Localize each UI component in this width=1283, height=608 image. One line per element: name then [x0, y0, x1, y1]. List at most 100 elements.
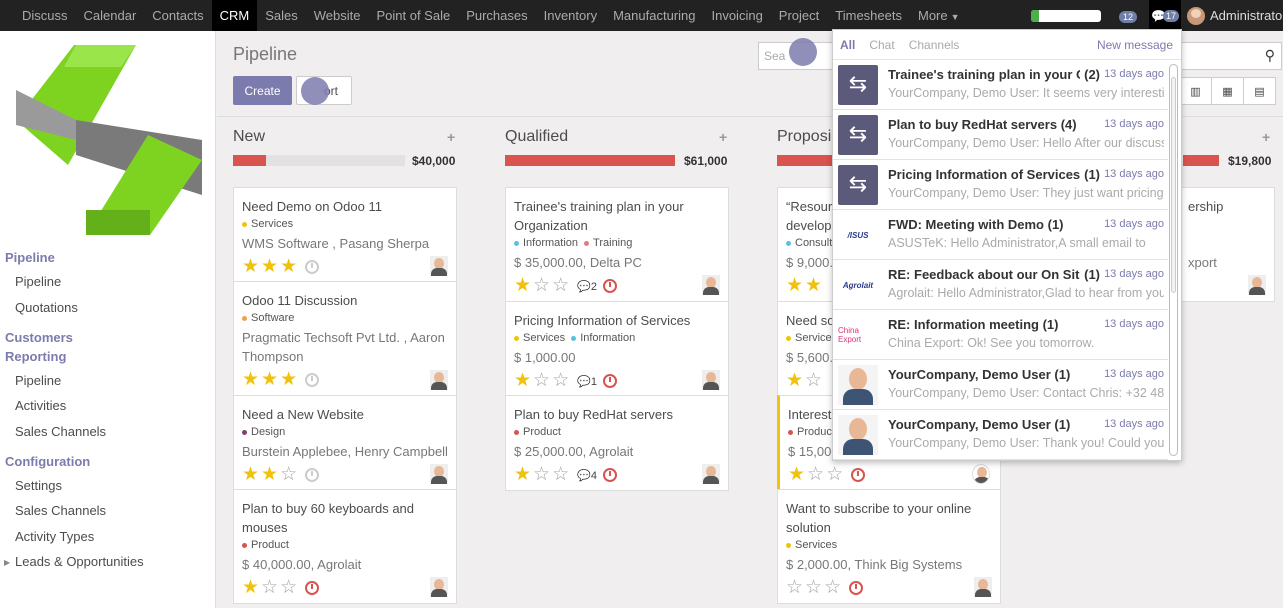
nav-project[interactable]: Project — [778, 8, 820, 23]
star-icon[interactable]: ☆ — [826, 464, 844, 485]
calendar-view-button[interactable]: ▦ — [1211, 77, 1244, 105]
create-button[interactable]: Create — [233, 76, 292, 105]
message-preview[interactable]: China Export RE: Information meeting (1)… — [833, 310, 1168, 360]
star-icon[interactable]: ★ — [242, 464, 260, 485]
sidebar-item-config-sales-channels[interactable]: Sales Channels — [15, 503, 107, 518]
star-icon[interactable]: ☆ — [533, 275, 551, 296]
search-icon[interactable]: ⚲ — [1264, 47, 1275, 63]
nav-point-of-sale[interactable]: Point of Sale — [376, 8, 451, 23]
nav-more[interactable]: More ▼ — [910, 0, 968, 31]
message-preview[interactable]: Pricing Information of Services(1) 13 da… — [833, 160, 1168, 210]
kanban-card[interactable]: Pricing Information of Services Services… — [505, 301, 729, 397]
star-icon[interactable]: ☆ — [824, 577, 842, 598]
message-preview[interactable]: Plan to buy RedHat servers (4) 13 days a… — [833, 110, 1168, 160]
sidebar-item-activities[interactable]: Activities — [15, 398, 67, 413]
kanban-card[interactable]: ership xport — [1172, 187, 1275, 302]
star-icon[interactable]: ☆ — [805, 370, 823, 391]
star-icon[interactable]: ★ — [280, 256, 298, 277]
clock-icon[interactable] — [851, 468, 866, 482]
filter-channels[interactable]: Channels — [908, 37, 960, 52]
clock-icon[interactable] — [305, 260, 320, 274]
star-icon[interactable]: ★ — [786, 275, 804, 296]
message-preview[interactable]: /ISUS FWD: Meeting with Demo (1) 13 days… — [833, 210, 1168, 260]
kanban-card[interactable]: Want to subscribe to your online solutio… — [777, 489, 1001, 604]
new-message-button[interactable]: New message — [1096, 38, 1173, 52]
star-icon[interactable]: ★ — [786, 370, 804, 391]
star-icon[interactable]: ☆ — [552, 370, 570, 391]
message-count[interactable]: 💬1 — [577, 375, 597, 388]
clock-icon[interactable] — [305, 581, 320, 595]
column-title-qualified[interactable]: Qualified — [505, 128, 569, 145]
nav-sales[interactable]: Sales — [265, 8, 298, 23]
column-title-proposition[interactable]: Proposi — [777, 128, 832, 145]
nav-purchases[interactable]: Purchases — [466, 8, 528, 23]
kanban-card[interactable]: Plan to buy 60 keyboards and mouses Prod… — [233, 489, 457, 604]
message-count[interactable]: 💬2 — [577, 280, 597, 293]
star-icon[interactable]: ★ — [514, 464, 532, 485]
sidebar-section-configuration[interactable]: Configuration — [5, 454, 91, 469]
add-card-icon[interactable]: + — [719, 129, 728, 145]
star-icon[interactable]: ☆ — [807, 464, 825, 485]
graph-view-button[interactable]: ▥ — [1179, 77, 1212, 105]
column-progress-proposition[interactable] — [777, 155, 837, 166]
star-icon[interactable]: ☆ — [533, 370, 551, 391]
star-icon[interactable]: ★ — [261, 256, 279, 277]
user-menu[interactable]: Administrator — [1210, 8, 1283, 23]
sidebar-item-reporting-pipeline[interactable]: Pipeline — [15, 373, 62, 388]
nav-timesheets[interactable]: Timesheets — [835, 8, 902, 23]
star-icon[interactable]: ☆ — [261, 577, 279, 598]
clock-icon[interactable] — [602, 374, 617, 388]
user-avatar[interactable] — [1187, 6, 1205, 25]
search-input-right[interactable]: ⚲ — [1180, 42, 1282, 70]
sidebar-item-leads-opportunities[interactable]: Leads & Opportunities — [15, 554, 144, 569]
star-icon[interactable]: ★ — [514, 275, 532, 296]
star-icon[interactable]: ★ — [514, 370, 532, 391]
filter-chat[interactable]: Chat — [869, 37, 895, 52]
message-preview[interactable]: Trainee's training plan in your Organiza… — [833, 60, 1168, 110]
nav-crm[interactable]: CRM — [211, 0, 258, 31]
star-icon[interactable]: ★ — [261, 369, 279, 390]
column-progress-new[interactable] — [233, 155, 405, 166]
sidebar-item-pipeline[interactable]: Pipeline — [15, 274, 62, 289]
scrollbar-thumb[interactable] — [1171, 77, 1176, 293]
clock-icon[interactable] — [305, 468, 320, 482]
star-icon[interactable]: ★ — [261, 464, 279, 485]
message-preview[interactable]: YourCompany, Demo User (1) 13 days ago Y… — [833, 410, 1168, 460]
star-icon[interactable]: ★ — [242, 577, 260, 598]
add-card-icon[interactable]: + — [447, 129, 456, 145]
star-icon[interactable]: ☆ — [533, 464, 551, 485]
star-icon[interactable]: ☆ — [552, 275, 570, 296]
column-progress-qualified[interactable] — [505, 155, 675, 166]
message-preview[interactable]: Agrolait RE: Feedback about our On Site(… — [833, 260, 1168, 310]
star-icon[interactable]: ★ — [242, 256, 260, 277]
clock-icon[interactable] — [602, 279, 617, 293]
star-icon[interactable]: ☆ — [786, 577, 804, 598]
pivot-view-button[interactable]: ▤ — [1243, 77, 1276, 105]
kanban-card[interactable]: Odoo 11 Discussion Software Pragmatic Te… — [233, 281, 457, 397]
nav-inventory[interactable]: Inventory — [543, 8, 598, 23]
sidebar-item-activity-types[interactable]: Activity Types — [15, 529, 95, 544]
sidebar-section-pipeline[interactable]: Pipeline — [5, 250, 55, 265]
caret-right-icon[interactable]: ▶ — [4, 558, 11, 567]
nav-manufacturing[interactable]: Manufacturing — [613, 8, 696, 23]
sidebar-section-reporting[interactable]: Reporting — [5, 349, 67, 364]
message-count[interactable]: 💬4 — [577, 469, 597, 482]
sidebar-section-customers[interactable]: Customers — [5, 330, 73, 345]
kanban-card[interactable]: Need a New Website Design Burstein Apple… — [233, 395, 457, 491]
onboarding-progress[interactable] — [1030, 9, 1101, 22]
sidebar-item-settings[interactable]: Settings — [15, 478, 62, 493]
add-card-icon[interactable]: + — [1262, 129, 1271, 145]
message-preview[interactable]: YourCompany, Demo User (1) 13 days ago Y… — [833, 360, 1168, 410]
star-icon[interactable]: ☆ — [552, 464, 570, 485]
activity-menu[interactable]: 12 — [1118, 9, 1137, 23]
kanban-card[interactable]: Plan to buy RedHat servers Product $ 25,… — [505, 395, 729, 491]
star-icon[interactable]: ☆ — [280, 464, 298, 485]
nav-calendar[interactable]: Calendar — [83, 8, 137, 23]
star-icon[interactable]: ☆ — [280, 577, 298, 598]
kanban-card[interactable]: Trainee's training plan in your Organiza… — [505, 187, 729, 302]
star-icon[interactable]: ★ — [788, 464, 806, 485]
star-icon[interactable]: ★ — [280, 369, 298, 390]
column-title-new[interactable]: New — [233, 128, 266, 145]
star-icon[interactable]: ★ — [242, 369, 260, 390]
star-icon[interactable]: ★ — [805, 275, 823, 296]
